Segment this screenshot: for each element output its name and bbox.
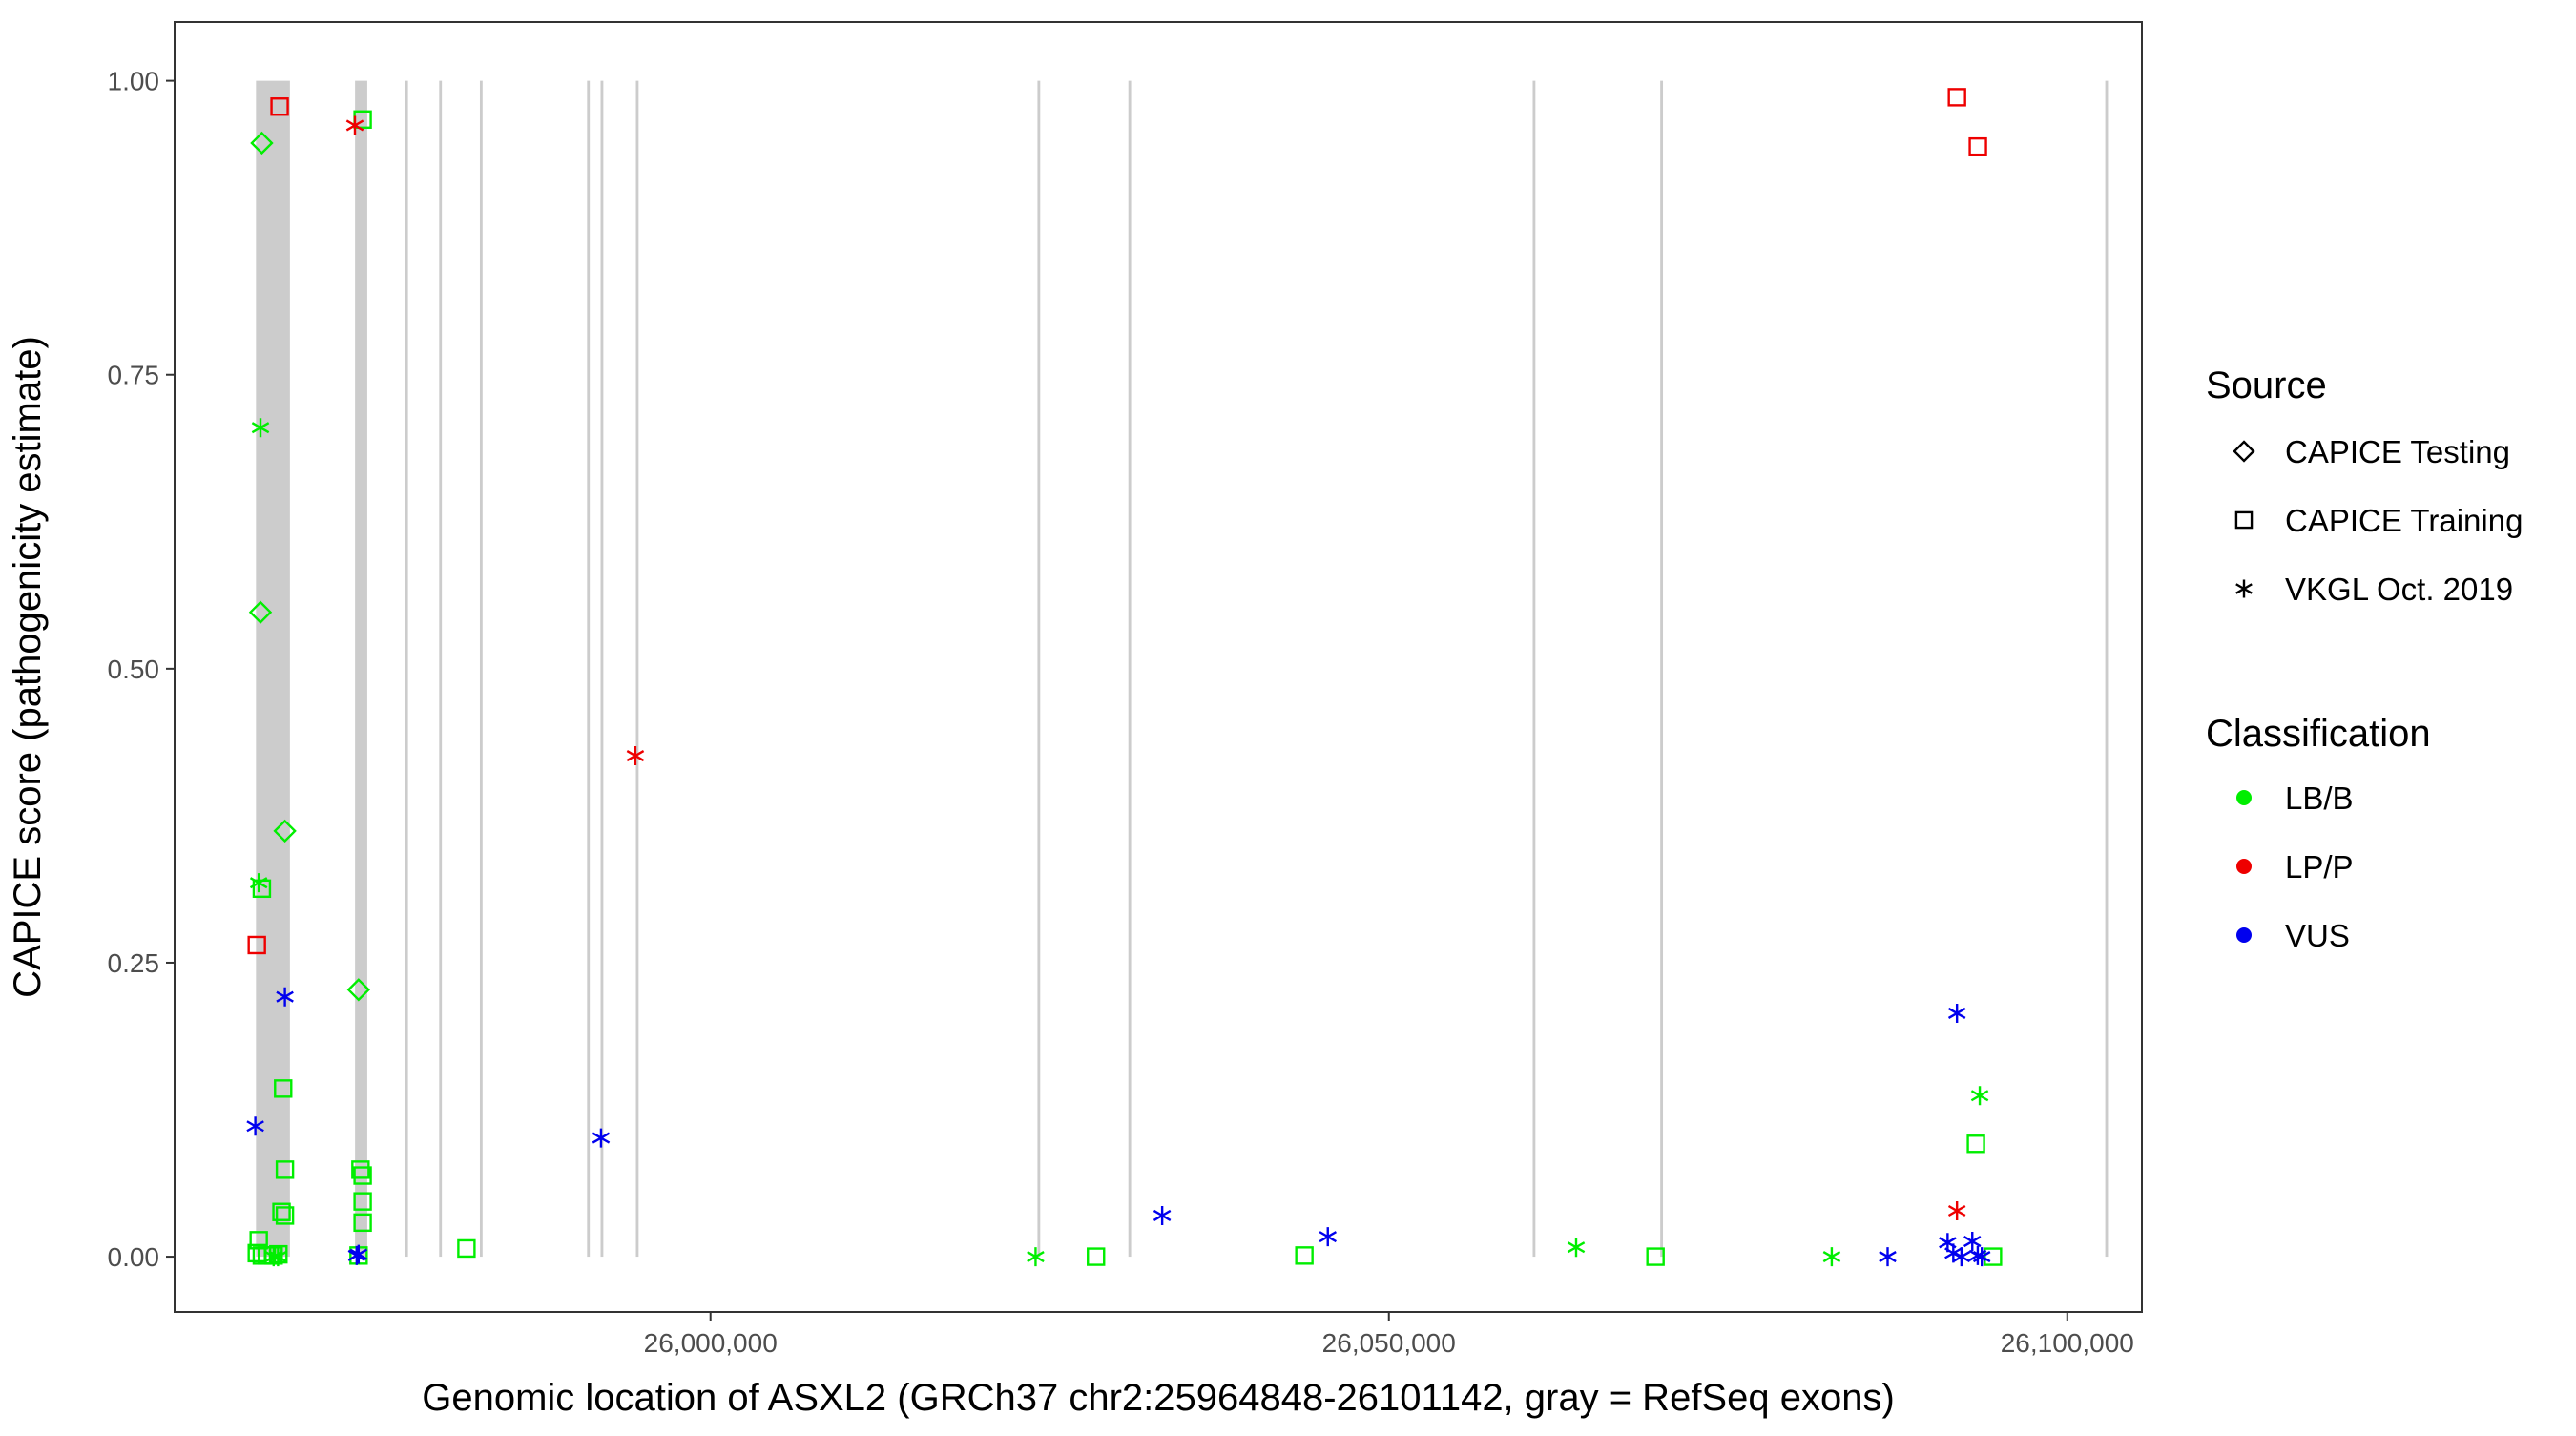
y-tick-label: 0.50	[108, 655, 160, 684]
legend-classification-entries: LB/B LP/P VUS	[2236, 780, 2354, 953]
exon-band	[600, 80, 604, 1258]
data-points	[246, 88, 2003, 1267]
legend-class-label: LB/B	[2285, 780, 2354, 816]
data-point-asterisk	[246, 1116, 264, 1136]
legend-color-dot	[2236, 859, 2252, 874]
data-point-square	[275, 1160, 295, 1179]
legend-key-diamond	[2233, 440, 2255, 463]
exon-band	[1037, 80, 1041, 1258]
data-point-asterisk	[592, 1128, 611, 1148]
plot-panel-border	[174, 21, 2143, 1313]
data-point-square	[270, 97, 289, 116]
data-point-asterisk	[347, 1245, 366, 1265]
y-tick-label: 1.00	[108, 67, 160, 96]
series-group	[345, 115, 1966, 1221]
data-point-asterisk	[1027, 1247, 1045, 1267]
y-axis-title: CAPICE score (pathogenicity estimate)	[7, 336, 49, 998]
data-point-diamond	[250, 131, 274, 156]
legend-color-dot	[2236, 790, 2252, 805]
series-group	[247, 88, 1987, 955]
legend: Source CAPICE Testing CAPICE Training VKGL…	[2206, 364, 2523, 953]
data-point-square	[1966, 1134, 1985, 1154]
x-tick-label: 26,050,000	[1322, 1328, 1456, 1358]
data-point-square	[1295, 1246, 1314, 1265]
exon-bands	[256, 80, 2109, 1258]
data-point-square	[247, 935, 266, 955]
data-point-asterisk	[1952, 1247, 1971, 1267]
data-point-asterisk	[269, 1247, 287, 1267]
exon-band	[355, 80, 367, 1258]
data-point-asterisk	[251, 418, 270, 438]
exon-band	[439, 80, 443, 1258]
data-point-square	[457, 1238, 476, 1259]
data-point-diamond	[273, 819, 297, 843]
data-point-asterisk	[626, 746, 645, 766]
legend-classification-title: Classification	[2206, 713, 2431, 755]
x-axis-title: Genomic location of ASXL2 (GRCh37 chr2:2…	[422, 1377, 1895, 1419]
data-point-diamond	[248, 600, 273, 624]
data-point-square	[1968, 136, 1987, 156]
y-tick-label: 0.00	[108, 1242, 160, 1272]
exon-band	[2105, 80, 2109, 1258]
exon-band	[405, 80, 408, 1258]
data-point-asterisk	[1319, 1227, 1338, 1247]
legend-source-entries: CAPICE Testing CAPICE Training VKGL Oct. 2…	[2233, 434, 2523, 607]
data-point-asterisk	[1970, 1086, 1989, 1106]
data-point-square	[1984, 1247, 2003, 1266]
exon-band	[587, 80, 591, 1258]
legend-source-label: CAPICE Training	[2285, 503, 2523, 538]
x-tick-label: 26,100,000	[2001, 1328, 2134, 1358]
legend-source-label: VKGL Oct. 2019	[2285, 572, 2513, 607]
axis-ticks: 0.00 0.25 0.50 0.75 1.00 26,000,000 26,050,000…	[108, 67, 2134, 1358]
exon-band	[1128, 80, 1132, 1258]
data-point-asterisk	[1153, 1205, 1172, 1225]
data-point-square	[275, 1206, 295, 1225]
data-point-diamond	[346, 978, 371, 1002]
data-point-asterisk	[1947, 1003, 1966, 1023]
exon-band	[635, 80, 639, 1258]
data-point-square	[1087, 1247, 1106, 1266]
data-point-square	[1947, 88, 1966, 107]
series-group	[246, 987, 1991, 1267]
legend-source-title: Source	[2206, 364, 2327, 406]
data-point-square	[353, 1166, 372, 1185]
exon-band	[479, 80, 483, 1258]
x-tick-label: 26,000,000	[644, 1328, 778, 1358]
data-point-asterisk	[1879, 1247, 1897, 1267]
data-point-asterisk	[1822, 1247, 1841, 1267]
series-group	[248, 131, 371, 1002]
y-tick-label: 0.25	[108, 948, 160, 978]
exon-band	[256, 80, 290, 1258]
data-point-asterisk	[249, 873, 268, 893]
series-group	[247, 110, 2003, 1266]
legend-class-label: LP/P	[2285, 849, 2354, 884]
data-point-asterisk	[264, 1247, 283, 1267]
exon-band	[1660, 80, 1664, 1258]
data-point-asterisk	[276, 987, 294, 1007]
data-point-asterisk	[345, 115, 364, 135]
y-tick-label: 0.75	[108, 361, 160, 390]
data-point-asterisk	[1947, 1201, 1966, 1221]
data-point-square	[353, 1213, 372, 1233]
legend-key-square	[2234, 510, 2254, 530]
data-point-square	[353, 1192, 372, 1211]
legend-key-asterisk	[2235, 579, 2253, 598]
legend-source-label: CAPICE Testing	[2285, 434, 2510, 469]
data-point-asterisk	[1972, 1247, 1991, 1267]
legend-class-label: VUS	[2285, 918, 2350, 953]
data-point-square	[1646, 1247, 1665, 1266]
series-group	[249, 418, 1989, 1267]
data-point-square	[272, 1202, 291, 1221]
data-point-asterisk	[1567, 1238, 1586, 1258]
data-point-square	[351, 1160, 370, 1179]
data-point-square	[274, 1079, 293, 1098]
legend-color-dot	[2236, 927, 2252, 943]
exon-band	[1532, 80, 1536, 1258]
data-point-asterisk	[1963, 1232, 1982, 1252]
